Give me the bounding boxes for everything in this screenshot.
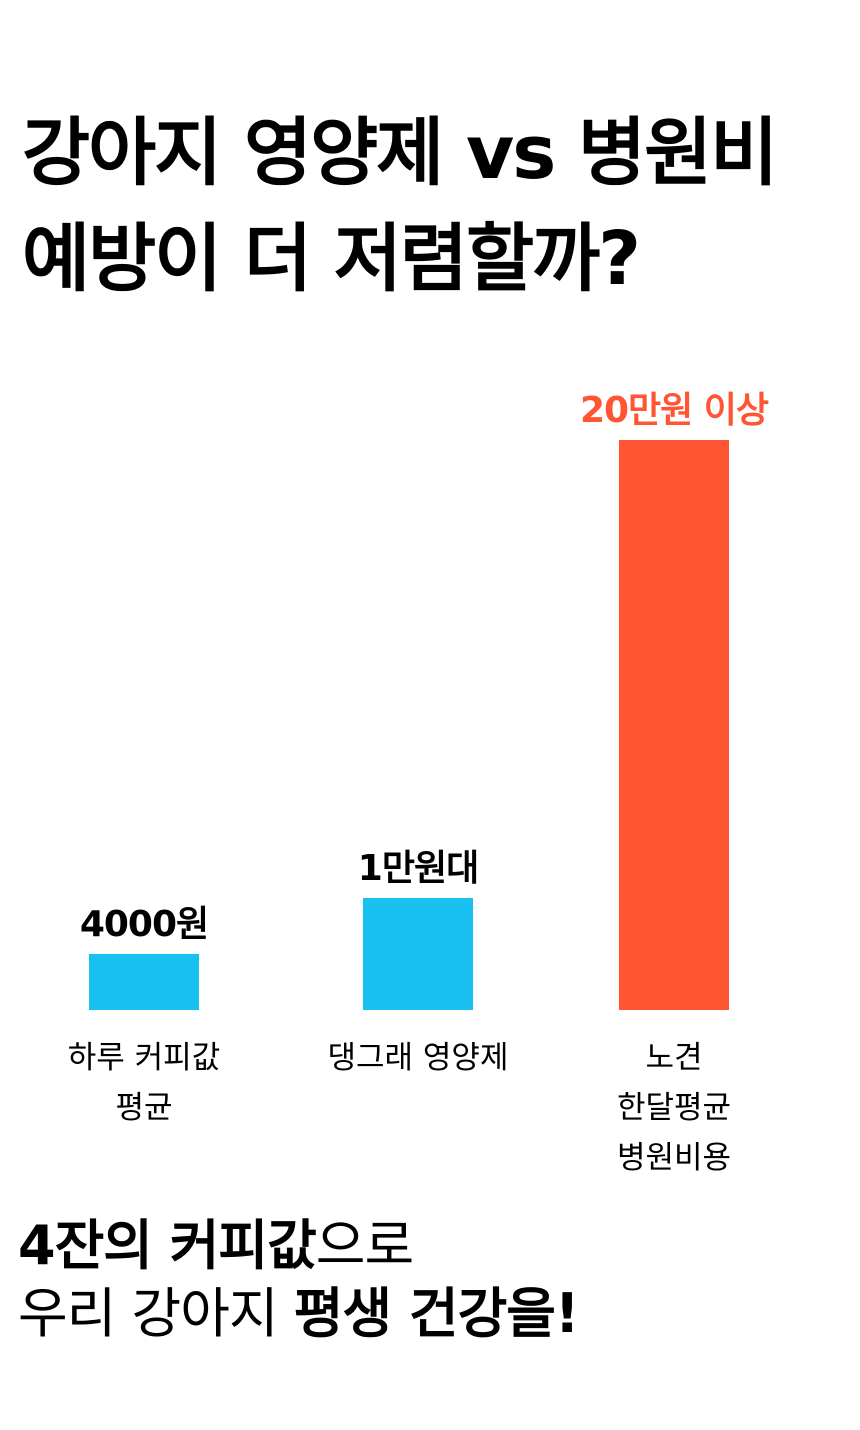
footer-message: 4잔의 커피값으로 우리 강아지 평생 건강을! — [18, 1212, 580, 1348]
category-label-3-line-2: 한달평균 — [617, 1090, 731, 1126]
bar-value-label-2: 1만원대 — [358, 848, 478, 889]
footer-text-euro: 으로 — [315, 1214, 414, 1277]
bar-value-label-3: 20만원 이상 — [580, 390, 769, 431]
footer-emphasis-lifelong-health: 평생 건강을! — [293, 1282, 580, 1345]
bar-1 — [89, 954, 199, 1010]
bar-3 — [619, 440, 729, 1010]
footer-emphasis-coffee: 4잔의 커피값 — [18, 1214, 317, 1277]
footer-line-2: 우리 강아지 평생 건강을! — [18, 1280, 580, 1348]
footer-text-our-dog: 우리 강아지 — [18, 1282, 294, 1345]
category-label-1-line-2: 평균 — [115, 1090, 172, 1126]
category-label-1-line-1: 하루 커피값 — [68, 1040, 220, 1076]
category-label-2-line-1: 댕그래 영양제 — [328, 1040, 509, 1076]
headline-line-2: 예방이 더 저렴할까? — [22, 216, 641, 302]
page-headline: 강아지 영양제 vs 병원비 예방이 더 저렴할까? — [22, 100, 852, 312]
category-label-3-line-1: 노견 — [645, 1040, 702, 1076]
category-label-3-line-3: 병원비용 — [617, 1140, 731, 1176]
category-label-2: 댕그래 영양제 — [328, 1040, 509, 1076]
footer-line-1: 4잔의 커피값으로 — [18, 1212, 579, 1280]
headline-line-1: 강아지 영양제 vs 병원비 — [22, 110, 778, 196]
bar-2 — [363, 898, 473, 1010]
bar-value-label-1: 4000원 — [80, 904, 208, 945]
